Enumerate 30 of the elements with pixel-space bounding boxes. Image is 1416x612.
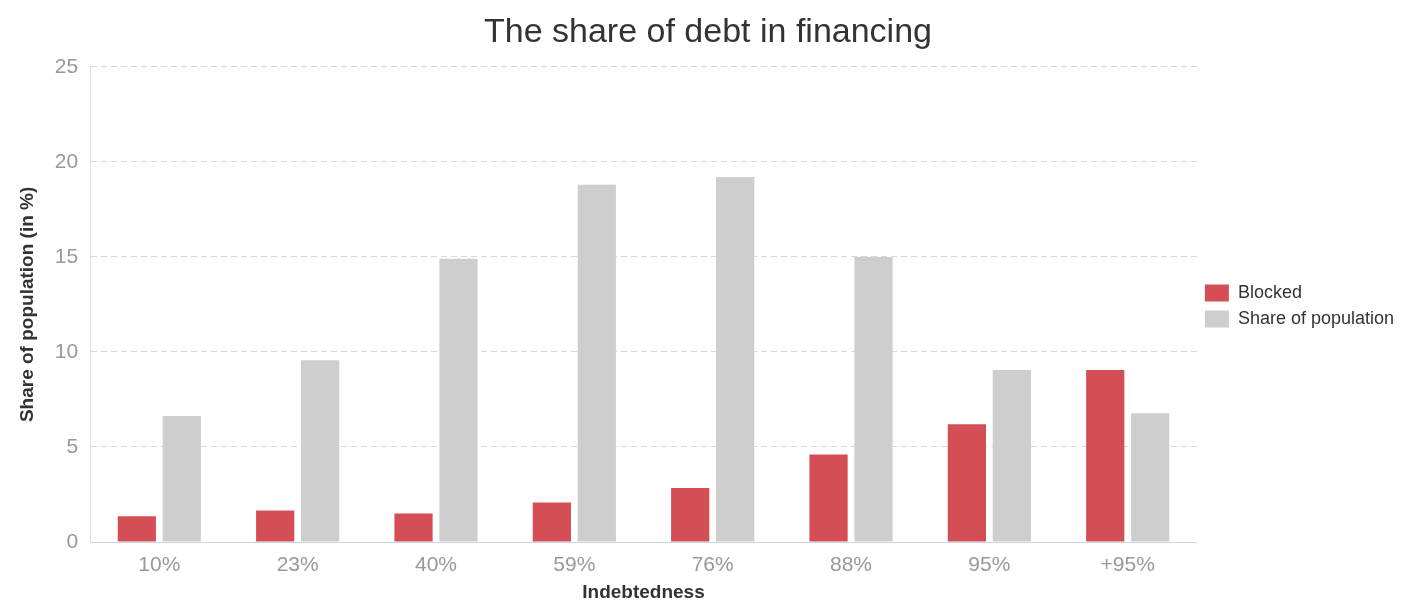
bar	[117, 516, 156, 542]
y-tick-label: 0	[66, 528, 79, 552]
legend-label: Blocked	[1237, 281, 1302, 302]
y-tick-label: 15	[54, 243, 79, 267]
y-tick-label: 25	[54, 53, 79, 77]
y-tick-label: 20	[54, 148, 79, 172]
y-axis-title: Share of population (in %)	[15, 186, 37, 423]
x-tick-label: 95%	[968, 552, 1011, 576]
bar	[1086, 369, 1125, 542]
x-tick-label: 23%	[276, 552, 319, 576]
x-tick-label: +95%	[1100, 552, 1155, 576]
bar	[947, 424, 986, 542]
bar	[439, 258, 478, 542]
legend-label: Share of population	[1237, 307, 1394, 328]
bar	[809, 454, 848, 542]
y-tick-label: 10	[54, 338, 79, 362]
x-tick-label: 10%	[138, 552, 181, 576]
bar	[301, 360, 340, 542]
x-axis-title: Indebtedness	[582, 580, 705, 602]
bar	[532, 502, 571, 542]
bar	[256, 510, 295, 542]
x-tick-label: 76%	[691, 552, 734, 576]
y-tick-label: 5	[66, 433, 79, 457]
bar	[1131, 413, 1170, 542]
bar	[671, 488, 710, 542]
x-tick-label: 59%	[553, 552, 596, 576]
bar	[394, 513, 433, 542]
chart-title: The share of debt in financing	[484, 10, 932, 49]
x-tick-label: 40%	[414, 552, 458, 576]
x-tick-label: 88%	[830, 552, 873, 576]
